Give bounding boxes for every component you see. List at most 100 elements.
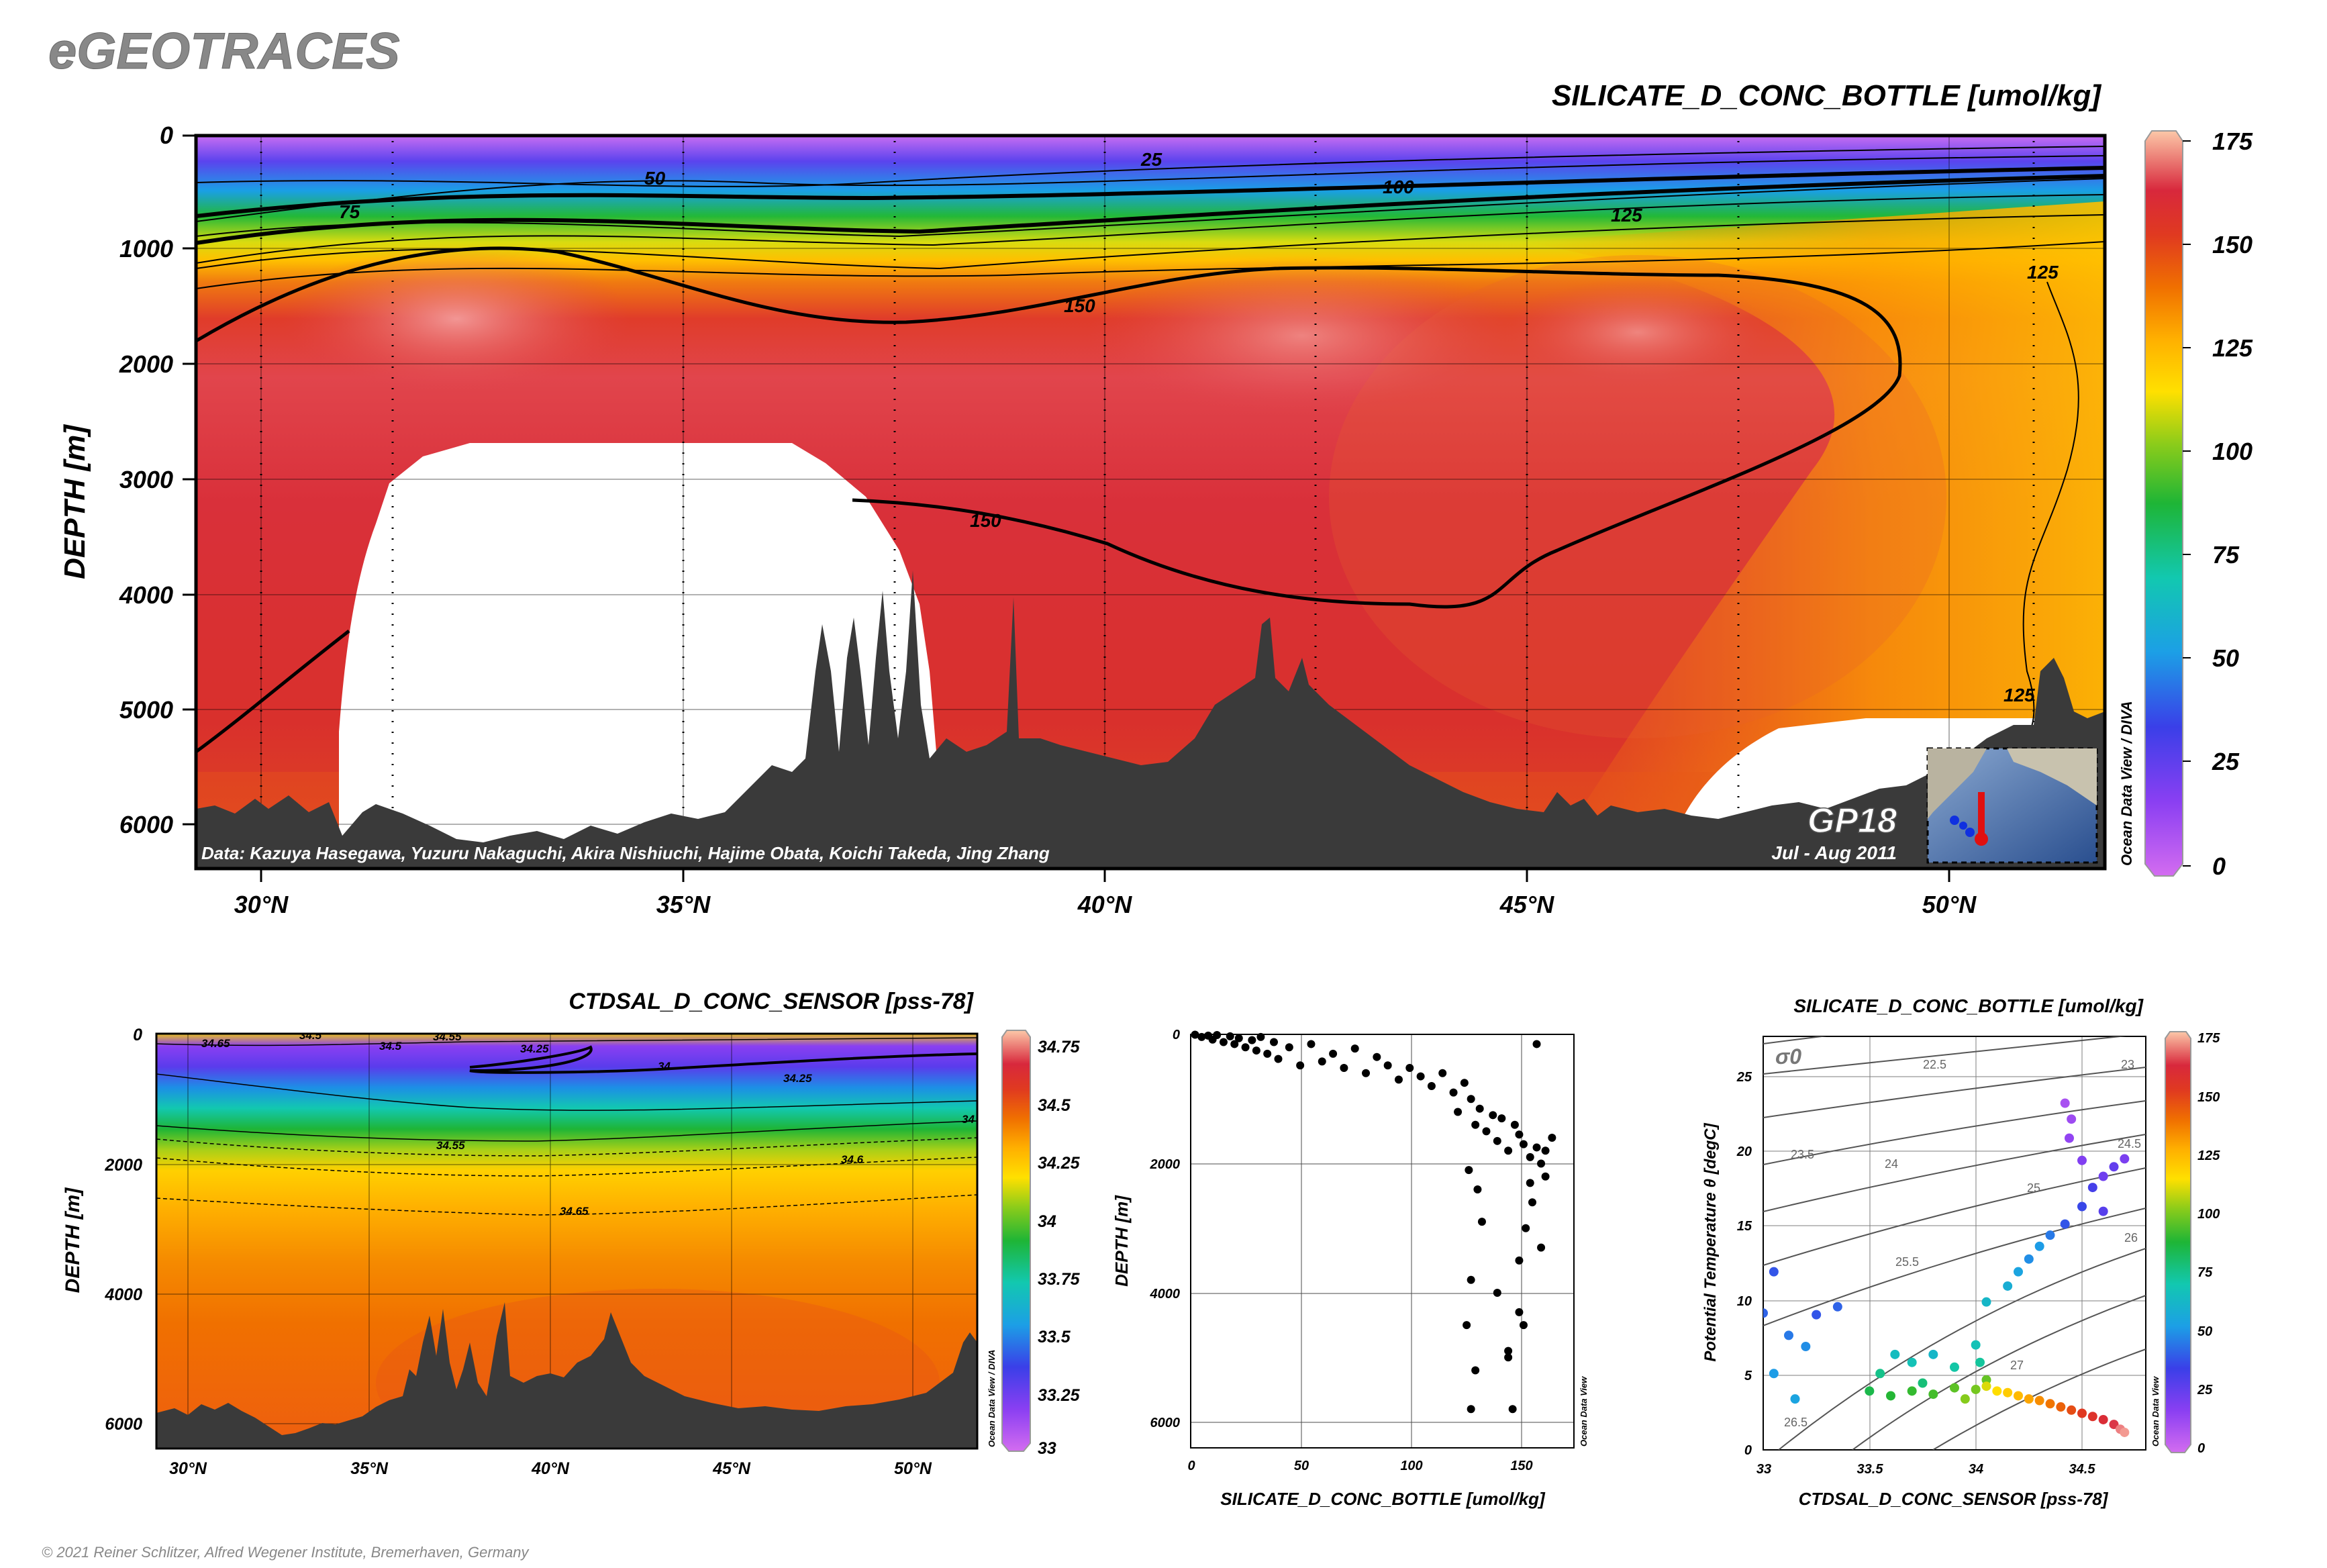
ts-point [1918, 1378, 1928, 1388]
profile-point [1438, 1069, 1447, 1077]
contour-label: 125 [2003, 685, 2035, 705]
ts-colorbar-ticks: 175 150 125 100 75 50 25 0 [2197, 1031, 2220, 1456]
contour-label: 125 [2027, 262, 2059, 283]
colorbar-tick: 50 [2197, 1324, 2212, 1339]
profile-point [1519, 1140, 1528, 1148]
station-map-inset [1926, 747, 2098, 864]
y-tick: 5000 [119, 696, 173, 724]
colorbar-tick: 25 [2197, 1383, 2213, 1398]
x-tick: 0 [1187, 1459, 1195, 1473]
x-tick: 33.5 [1857, 1462, 1884, 1477]
colorbar-tick: 125 [2212, 334, 2253, 362]
profile-point [1373, 1052, 1381, 1061]
cruise-dates: Jul - Aug 2011 [1771, 842, 1897, 863]
y-tick: 0 [160, 121, 173, 149]
contour-label: 150 [1064, 295, 1095, 316]
ts-point [2077, 1202, 2087, 1212]
colorbar-tick: 33 [1038, 1439, 1056, 1458]
software-label: Ocean Data View [2150, 1376, 2161, 1447]
ts-point [2045, 1399, 2055, 1409]
ts-point [2098, 1414, 2108, 1424]
ts-point [2060, 1219, 2070, 1229]
y-tick: 6000 [1150, 1416, 1181, 1430]
colorbar-tick: 34 [1038, 1212, 1056, 1231]
isopycnal-label: 25 [2027, 1181, 2040, 1195]
profile-point [1263, 1049, 1272, 1058]
y-tick: 2000 [1150, 1157, 1181, 1172]
ts-point [2060, 1098, 2070, 1108]
colorbar-tick: 0 [2212, 852, 2226, 880]
profile-point [1477, 1218, 1486, 1226]
contour-label: 34.55 [436, 1139, 465, 1152]
colorbar-tick: 100 [2212, 438, 2252, 465]
profile-point [1427, 1082, 1436, 1090]
profile-point [1416, 1072, 1425, 1081]
contour-label: 34.25 [520, 1042, 549, 1055]
colorbar-tick: 34.75 [1038, 1038, 1081, 1057]
salinity-contour-labels: 34.65 34.5 34.5 34.55 34.25 34 34.25 34.… [201, 1034, 975, 1218]
profile-point [1285, 1043, 1293, 1052]
contour-label: 25 [1140, 149, 1162, 170]
y-tick: 25 [1736, 1070, 1752, 1085]
ts-point [1832, 1302, 1842, 1312]
contour-label: 34.6 [841, 1153, 864, 1166]
salinity-colorbar: 34.75 34.5 34.25 34 33.75 33.5 33.25 33 [1001, 1030, 1081, 1458]
profile-point [1493, 1136, 1501, 1145]
profile-point [1449, 1088, 1458, 1097]
ts-point [2077, 1155, 2087, 1165]
colorbar-tick: 50 [2212, 644, 2239, 672]
colorbar-tick: 150 [2212, 231, 2252, 258]
y-tick: 4000 [104, 1285, 142, 1304]
profile-point [1541, 1146, 1550, 1155]
profile-point [1475, 1104, 1484, 1113]
ts-point [1971, 1384, 1981, 1394]
profile-point [1362, 1069, 1371, 1077]
profile-point [1454, 1108, 1463, 1116]
y-tick: 20 [1736, 1144, 1752, 1159]
profile-point [1497, 1114, 1506, 1123]
isopycnal-label: 23 [2121, 1058, 2134, 1071]
profile-point [1526, 1153, 1534, 1161]
colorbar-tick: 75 [2197, 1265, 2213, 1280]
brand-logo: eGEOTRACES [48, 23, 400, 80]
profile-point [1522, 1224, 1530, 1232]
y-tick: 4000 [1150, 1287, 1181, 1302]
data-credit: Data: Kazuya Hasegawa, Yuzuru Nakaguchi,… [201, 843, 1050, 863]
ts-point [2014, 1267, 2023, 1277]
ts-point [1981, 1297, 1991, 1307]
ts-point [1950, 1362, 1959, 1372]
salinity-x-ticks: 30°N 35°N 40°N 45°N 50°N [169, 1459, 932, 1478]
main-plot-frame [194, 134, 2107, 871]
profile-point [1532, 1143, 1541, 1152]
salinity-colorbar-ticks: 34.75 34.5 34.25 34 33.75 33.5 33.25 33 [1038, 1038, 1081, 1458]
colorbar-tick: 75 [2212, 541, 2240, 569]
ts-point [1907, 1357, 1917, 1367]
profile-point [1191, 1030, 1199, 1039]
salinity-section-title: CTDSAL_D_CONC_SENSOR [pss-78] [568, 989, 974, 1014]
profile-point [1252, 1046, 1260, 1055]
ts-diagram-panel: SILICATE_D_CONC_BOTTLE [umol/kg] 22.5 [1701, 995, 2220, 1509]
profile-point [1213, 1030, 1222, 1039]
isopycnal-label: 24.5 [2118, 1137, 2141, 1150]
ts-point [2109, 1162, 2119, 1172]
isopycnal-label: 25.5 [1895, 1255, 1919, 1269]
x-tick: 40°N [531, 1459, 570, 1478]
profile-y-axis-label: DEPTH [m] [1111, 1195, 1132, 1287]
x-tick: 34 [1969, 1462, 1983, 1477]
contour-label: 34 [962, 1113, 975, 1126]
ts-point [2056, 1402, 2066, 1412]
ts-point [1875, 1369, 1885, 1379]
contour-label: 34.25 [783, 1072, 812, 1085]
y-tick: 0 [1744, 1443, 1752, 1458]
ts-point [1981, 1381, 1991, 1391]
colorbar-tick: 100 [2197, 1207, 2220, 1222]
main-section-field: 25 50 75 100 125 125 125 150 150 [196, 136, 2105, 869]
profile-point [1541, 1172, 1550, 1181]
ts-point [2087, 1183, 2097, 1193]
profile-point [1248, 1036, 1256, 1044]
profile-point [1532, 1040, 1541, 1048]
ts-point [2024, 1394, 2034, 1404]
ts-point [2120, 1427, 2130, 1437]
x-tick: 150 [1510, 1459, 1532, 1473]
